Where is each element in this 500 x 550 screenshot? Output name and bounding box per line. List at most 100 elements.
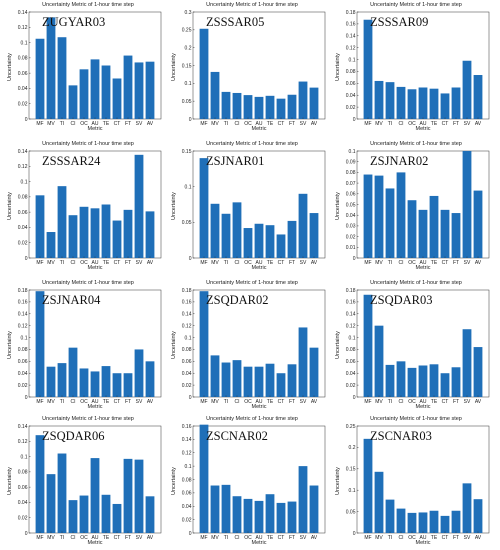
y-axis-label: Uncertainty: [171, 52, 177, 81]
x-axis-label: Metric: [415, 404, 431, 410]
x-tick-label: CI: [399, 260, 404, 266]
x-tick-label: OC: [80, 535, 88, 541]
x-tick-label: OC: [244, 260, 252, 266]
x-tick-label: OC: [244, 399, 252, 405]
y-tick-label: 0.08: [346, 69, 356, 75]
bar-ti: [221, 91, 231, 119]
y-tick-label: 0.14: [346, 312, 356, 318]
y-tick-label: 0.14: [182, 312, 192, 318]
bar-av: [473, 347, 483, 397]
bar-oc: [243, 366, 253, 397]
y-tick-label: 0.05: [182, 220, 192, 226]
bar-mf: [199, 291, 209, 397]
bar-te: [429, 364, 439, 397]
chart-title: Uncertainty Metric of 1-hour time step: [42, 280, 134, 286]
x-tick-label: TI: [388, 535, 392, 541]
bar-au: [90, 458, 100, 533]
bar-ti: [57, 186, 67, 258]
bar-ft: [451, 87, 461, 119]
bar-sv: [298, 466, 308, 533]
x-tick-label: TI: [224, 260, 228, 266]
x-tick-label: FT: [125, 121, 131, 127]
y-tick-label: 0.04: [346, 213, 356, 219]
x-tick-label: FT: [125, 399, 131, 405]
x-tick-label: MF: [200, 121, 207, 127]
x-tick-label: AU: [92, 535, 99, 541]
x-tick-label: OC: [80, 260, 88, 266]
bar-sv: [134, 349, 144, 397]
bar-ci: [68, 215, 78, 258]
bar-av: [473, 190, 483, 258]
y-tick-label: 0.18: [18, 288, 28, 294]
bar-mv: [374, 175, 384, 258]
x-tick-label: CI: [71, 535, 76, 541]
chart-title: Uncertainty Metric of 1-hour time step: [370, 141, 462, 147]
y-tick-label: 0.08: [182, 347, 192, 353]
x-tick-label: SV: [464, 399, 471, 405]
bar-mf: [199, 424, 209, 533]
bar-te: [265, 494, 275, 533]
bar-ft: [123, 458, 133, 533]
x-tick-label: TE: [103, 535, 110, 541]
bar-chart: 0 0.02 0.04 0.06 0.08 0.1 0.12 0.14 0.16 0.18 MF MV…: [18, 288, 162, 405]
x-axis-label: Metric: [415, 126, 431, 132]
x-axis-label: Metric: [87, 265, 103, 271]
y-tick-label: 0.14: [18, 312, 28, 318]
bar-oc: [243, 228, 253, 258]
bar-mf: [35, 195, 45, 258]
bar-chart: 0 0.02 0.04 0.06 0.08 0.1 0.12 0.14 0.16 0.18 MF MV…: [346, 288, 490, 405]
y-tick-label: 0.02: [18, 241, 28, 247]
y-tick-label: 0.01: [346, 245, 356, 251]
bar-au: [418, 209, 428, 258]
x-tick-label: CT: [442, 121, 449, 127]
bar-ti: [221, 213, 231, 258]
x-tick-label: OC: [408, 121, 416, 127]
y-axis-label: Uncertainty: [7, 466, 13, 495]
x-tick-label: AU: [256, 121, 263, 127]
bar-mf: [363, 438, 373, 533]
chart-panel-zsjnar01: Uncertainty Metric of 1-hour time step 0 0…: [171, 141, 332, 275]
x-tick-label: AV: [475, 260, 482, 266]
y-tick-label: 0: [189, 256, 192, 262]
station-label: ZSSSAR24: [42, 154, 101, 168]
x-tick-label: CI: [71, 260, 76, 266]
y-tick-label: 0.06: [18, 71, 28, 77]
bar-te: [429, 88, 439, 119]
y-tick-label: 0.06: [346, 81, 356, 87]
y-tick-label: 0.1: [349, 149, 356, 155]
bar-ft: [451, 213, 461, 258]
x-tick-label: CT: [442, 535, 449, 541]
bar-ti: [385, 188, 395, 258]
bar-ct: [440, 515, 450, 533]
bar-sv: [298, 327, 308, 397]
y-axis-label: Uncertainty: [335, 330, 341, 359]
bar-mv: [374, 471, 384, 533]
bar-au: [418, 87, 428, 119]
y-axis-label: Uncertainty: [335, 466, 341, 495]
x-tick-label: SV: [300, 535, 307, 541]
chart-panel-zugyar03: Uncertainty Metric of 1-hour time step 0 0…: [7, 2, 168, 136]
x-tick-label: CI: [235, 399, 240, 405]
x-tick-label: CT: [278, 535, 285, 541]
bar-ft: [287, 501, 297, 533]
y-tick-label: 0.06: [18, 359, 28, 365]
bar-mf: [199, 28, 209, 119]
y-tick-label: 0.1: [185, 184, 192, 190]
x-tick-label: FT: [289, 121, 295, 127]
y-tick-label: 0.12: [346, 323, 356, 329]
bar-ct: [112, 78, 122, 119]
y-tick-label: 0: [353, 256, 356, 262]
x-tick-label: AU: [256, 260, 263, 266]
bar-ci: [396, 361, 406, 397]
y-tick-label: 0.16: [182, 300, 192, 306]
x-axis-label: Metric: [251, 404, 267, 410]
bar-oc: [243, 95, 253, 119]
bar-ct: [440, 93, 450, 119]
y-tick-label: 0.06: [346, 192, 356, 198]
bar-ci: [396, 86, 406, 119]
bar-te: [429, 510, 439, 533]
y-tick-label: 0.15: [346, 467, 356, 473]
y-tick-label: 0: [189, 117, 192, 123]
x-tick-label: SV: [136, 121, 143, 127]
x-axis-label: Metric: [415, 540, 431, 546]
